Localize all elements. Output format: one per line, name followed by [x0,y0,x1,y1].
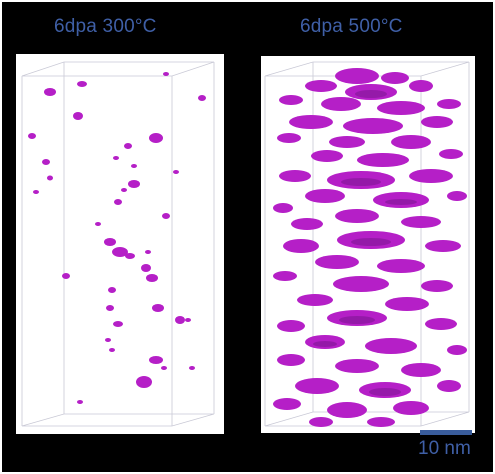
right-atom-probe-volume [261,56,475,433]
left-volume-render [21,61,215,427]
left-atom-probe-volume [16,54,224,434]
right-precipitate-shading [313,90,417,396]
left-panel-title: 6dpa 300°C [54,16,157,37]
right-volume-render [264,61,470,427]
right-precipitates [273,68,467,427]
left-box-outline [21,61,215,427]
scale-bar-label: 10 nm [418,438,471,459]
scale-bar [420,430,472,435]
right-panel-title: 6dpa 500°C [300,16,403,37]
left-precipitates [28,72,206,404]
